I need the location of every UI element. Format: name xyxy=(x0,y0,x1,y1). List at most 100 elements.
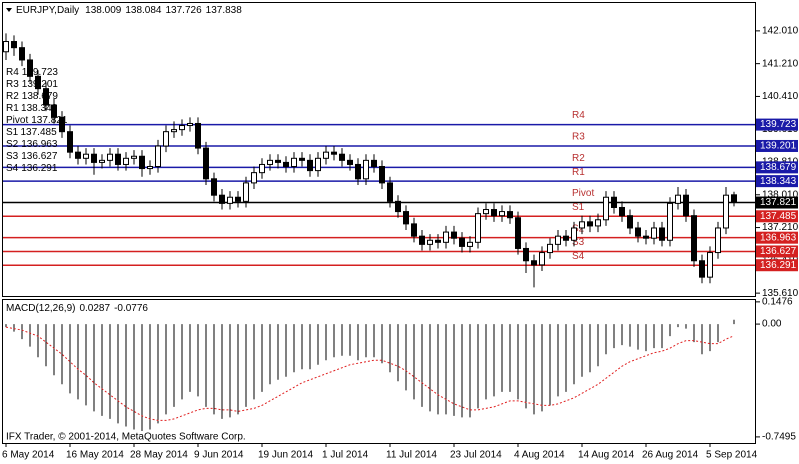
x-tick-label: 9 Jun 2014 xyxy=(194,450,244,461)
candle-body xyxy=(75,151,81,159)
level-value: 139.723 xyxy=(22,67,59,78)
candle-body xyxy=(3,41,9,53)
candle-body xyxy=(163,131,169,147)
level-list-item: R4 139.723 xyxy=(6,67,58,78)
candle-body xyxy=(11,41,17,49)
price-panel xyxy=(2,2,756,297)
x-tick-label: 11 Jul 2014 xyxy=(386,450,437,461)
candle-body xyxy=(155,145,161,168)
y-tick-label: 135.610 xyxy=(762,288,799,299)
candle-body xyxy=(267,159,273,165)
candle-body xyxy=(459,237,465,247)
candle-body xyxy=(723,194,729,229)
level-value: 137.821 xyxy=(31,115,68,126)
header-open: 138.009 xyxy=(85,5,122,16)
candle-body xyxy=(347,159,353,165)
y-tick-label: -0.7495 xyxy=(762,432,796,443)
x-tick-label: 6 May 2014 xyxy=(2,450,55,461)
level-name: S1 xyxy=(6,127,19,138)
candle-body xyxy=(59,116,65,133)
pivot-label: R1 xyxy=(572,167,585,178)
y-tick-label: 0.00 xyxy=(762,319,782,330)
candle-body xyxy=(19,47,25,61)
header-low: 137.726 xyxy=(165,5,202,16)
y-tick-label: 137.210 xyxy=(762,222,799,233)
macd-header: MACD(12,26,9) 0.0287 -0.0776 xyxy=(6,303,148,314)
candle-body xyxy=(667,202,673,241)
price-box xyxy=(756,259,798,272)
candle-body xyxy=(699,260,705,278)
candle-body xyxy=(619,206,625,217)
candle-body xyxy=(291,157,297,168)
candle-body xyxy=(27,59,33,77)
candle-body xyxy=(443,231,449,243)
candle-body xyxy=(483,209,489,215)
price-box-label: 136.291 xyxy=(760,260,797,271)
x-tick-label: 4 Aug 2014 xyxy=(514,450,565,461)
candle-body xyxy=(195,122,201,149)
candle-body xyxy=(491,209,497,217)
price-box xyxy=(756,210,798,223)
candle-body xyxy=(243,182,249,202)
candle-body xyxy=(107,153,113,161)
candle-body xyxy=(507,211,513,219)
header-close: 137.838 xyxy=(206,5,243,16)
candle-body xyxy=(43,88,49,106)
level-list-item: Pivot 137.821 xyxy=(6,115,68,126)
x-tick-label: 26 Aug 2014 xyxy=(642,450,699,461)
candle-body xyxy=(451,231,457,239)
macd-panel xyxy=(2,299,756,444)
price-box xyxy=(756,231,798,244)
candle-body xyxy=(611,196,617,208)
candle-body xyxy=(427,239,433,245)
candle-body xyxy=(563,235,569,241)
plot-layer: 142.010141.210140.410139.610138.810138.0… xyxy=(2,26,799,461)
macd-title: MACD(12,26,9) xyxy=(6,303,75,314)
x-tick-label: 23 Jul 2014 xyxy=(450,450,502,461)
x-tick-label: 19 Jun 2014 xyxy=(258,450,313,461)
candle-body xyxy=(355,163,361,180)
menu-icon xyxy=(6,8,12,12)
candle-body xyxy=(363,159,369,180)
x-tick-label: 16 May 2014 xyxy=(66,450,124,461)
x-tick-label: 1 Jul 2014 xyxy=(322,450,369,461)
level-list-item: S2 136.963 xyxy=(6,139,58,150)
candle-body xyxy=(467,241,473,247)
y-tick-label: 138.010 xyxy=(762,189,799,200)
x-tick-label: 14 Aug 2014 xyxy=(578,450,635,461)
level-name: R3 xyxy=(6,79,19,90)
level-name: S3 xyxy=(6,151,19,162)
price-box xyxy=(756,196,798,209)
price-box-label: 139.723 xyxy=(760,119,797,130)
level-name: S4 xyxy=(6,163,19,174)
signal-line xyxy=(5,326,735,421)
pivot-label: R2 xyxy=(572,153,585,164)
candle-body xyxy=(179,125,185,131)
candle-body xyxy=(203,147,209,180)
candle-body xyxy=(211,178,217,196)
price-box xyxy=(756,161,798,174)
candle-body xyxy=(571,227,577,241)
signal-value: -0.0776 xyxy=(114,303,148,314)
price-box-label: 136.627 xyxy=(760,246,797,257)
candle-body xyxy=(379,166,385,184)
price-box-label: 137.821 xyxy=(760,197,797,208)
price-box-label: 138.343 xyxy=(760,176,797,187)
candle-body xyxy=(227,196,233,204)
price-box-label: 138.679 xyxy=(760,162,797,173)
y-tick-label: 0.1476 xyxy=(762,297,793,308)
level-name: R4 xyxy=(6,67,19,78)
candle-body xyxy=(715,227,721,254)
candle-body xyxy=(115,153,121,165)
level-name: S2 xyxy=(6,139,19,150)
candle-body xyxy=(531,260,537,266)
candle-body xyxy=(339,153,345,161)
x-tick-label: 5 Sep 2014 xyxy=(706,450,758,461)
candle-body xyxy=(35,75,41,90)
x-tick-label: 28 May 2014 xyxy=(130,450,188,461)
candle-body xyxy=(91,153,97,163)
candle-body xyxy=(147,166,153,170)
price-box-label: 136.963 xyxy=(760,232,797,243)
candle-body xyxy=(523,247,529,262)
